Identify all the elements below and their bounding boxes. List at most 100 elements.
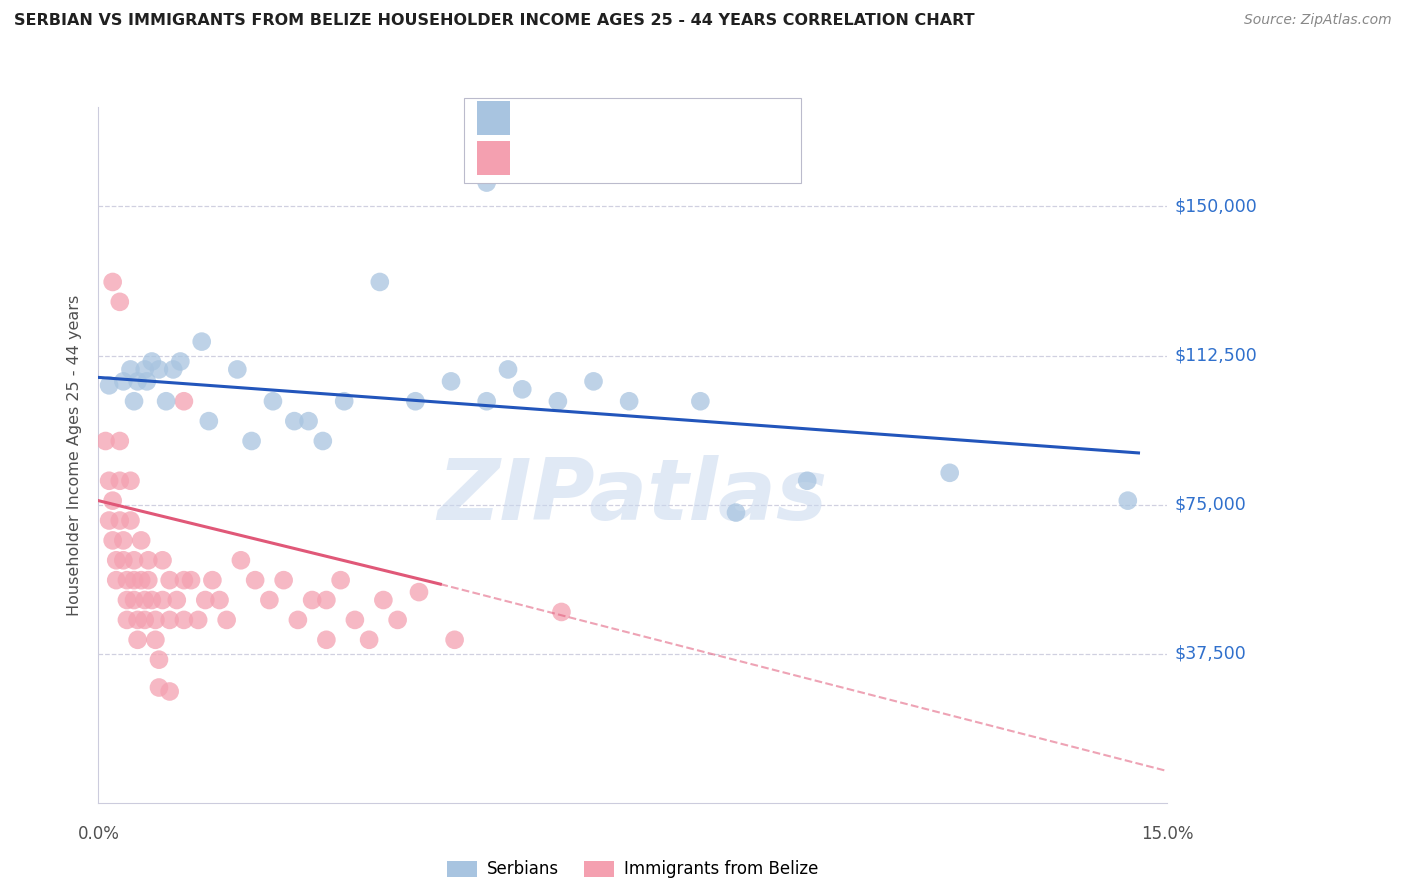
Point (180, 573, 202, 587)
Text: R =: R = (523, 107, 560, 125)
Point (127, 375, 149, 389)
Point (115, 573, 138, 587)
Point (98, 474, 121, 488)
Point (159, 684, 181, 698)
Point (550, 605, 572, 619)
Point (141, 593, 163, 607)
Point (122, 394, 145, 409)
Point (689, 394, 711, 409)
Point (108, 474, 131, 488)
Text: Source: ZipAtlas.com: Source: ZipAtlas.com (1244, 13, 1392, 28)
Text: ZIPatlas: ZIPatlas (437, 455, 828, 538)
Point (582, 375, 605, 389)
Point (297, 414, 319, 428)
Point (283, 414, 305, 428)
Text: N =: N = (628, 147, 665, 166)
Point (617, 394, 640, 409)
Point (152, 553, 174, 567)
Point (215, 613, 238, 627)
Y-axis label: Householder Income Ages 25 - 44 years: Householder Income Ages 25 - 44 years (67, 294, 83, 615)
Point (134, 362, 156, 376)
Point (173, 394, 195, 409)
Point (136, 553, 159, 567)
Point (122, 553, 145, 567)
Point (159, 573, 181, 587)
Point (287, 613, 309, 627)
Text: 66: 66 (661, 147, 683, 166)
Text: $112,500: $112,500 (1174, 346, 1257, 365)
Text: $37,500: $37,500 (1174, 645, 1246, 663)
Point (134, 593, 156, 607)
Text: N =: N = (628, 107, 665, 125)
Point (98, 514, 121, 528)
Point (94, 434, 117, 448)
Text: 35: 35 (661, 107, 683, 125)
Point (112, 533, 135, 548)
Point (108, 434, 131, 448)
Point (122, 593, 145, 607)
Point (510, 382, 533, 396)
Point (408, 585, 430, 599)
Point (198, 414, 221, 428)
Point (115, 613, 138, 627)
Point (194, 593, 217, 607)
Point (273, 573, 295, 587)
Point (148, 681, 170, 695)
Point (166, 593, 188, 607)
Point (101, 493, 124, 508)
Point (173, 573, 195, 587)
Legend: Serbians, Immigrants from Belize: Serbians, Immigrants from Belize (440, 854, 825, 885)
Point (796, 474, 818, 488)
Point (301, 593, 323, 607)
Point (368, 275, 391, 289)
Point (443, 632, 465, 647)
Point (145, 632, 167, 647)
Point (359, 632, 381, 647)
Point (387, 613, 409, 627)
Point (315, 593, 337, 607)
Point (1116, 493, 1139, 508)
Point (187, 613, 209, 627)
Point (148, 362, 170, 376)
Point (134, 613, 156, 627)
Point (152, 593, 174, 607)
Point (148, 653, 170, 667)
Point (136, 573, 159, 587)
Point (115, 593, 138, 607)
Point (101, 533, 124, 548)
Point (229, 553, 252, 567)
Point (129, 533, 152, 548)
Point (724, 506, 747, 520)
Point (155, 394, 177, 409)
Point (226, 362, 249, 376)
Point (122, 573, 145, 587)
Point (127, 632, 149, 647)
Point (243, 573, 266, 587)
Point (329, 573, 352, 587)
Point (315, 632, 337, 647)
Point (312, 434, 335, 448)
Text: 15.0%: 15.0% (1140, 825, 1194, 843)
Text: SERBIAN VS IMMIGRANTS FROM BELIZE HOUSEHOLDER INCOME AGES 25 - 44 YEARS CORRELAT: SERBIAN VS IMMIGRANTS FROM BELIZE HOUSEH… (14, 13, 974, 29)
Point (105, 573, 128, 587)
Point (162, 362, 184, 376)
Text: -0.226: -0.226 (558, 107, 617, 125)
Point (547, 394, 569, 409)
Text: 0.0%: 0.0% (77, 825, 120, 843)
Point (343, 613, 366, 627)
Point (262, 394, 284, 409)
Point (105, 553, 128, 567)
Point (333, 394, 356, 409)
Point (259, 593, 281, 607)
Text: -0.166: -0.166 (558, 147, 617, 166)
Point (101, 275, 124, 289)
Point (127, 613, 149, 627)
Point (108, 514, 131, 528)
Point (373, 593, 395, 607)
Text: $150,000: $150,000 (1174, 197, 1257, 216)
Point (108, 294, 131, 309)
Point (98, 378, 121, 392)
Point (141, 354, 163, 368)
Point (208, 593, 231, 607)
Point (129, 573, 152, 587)
